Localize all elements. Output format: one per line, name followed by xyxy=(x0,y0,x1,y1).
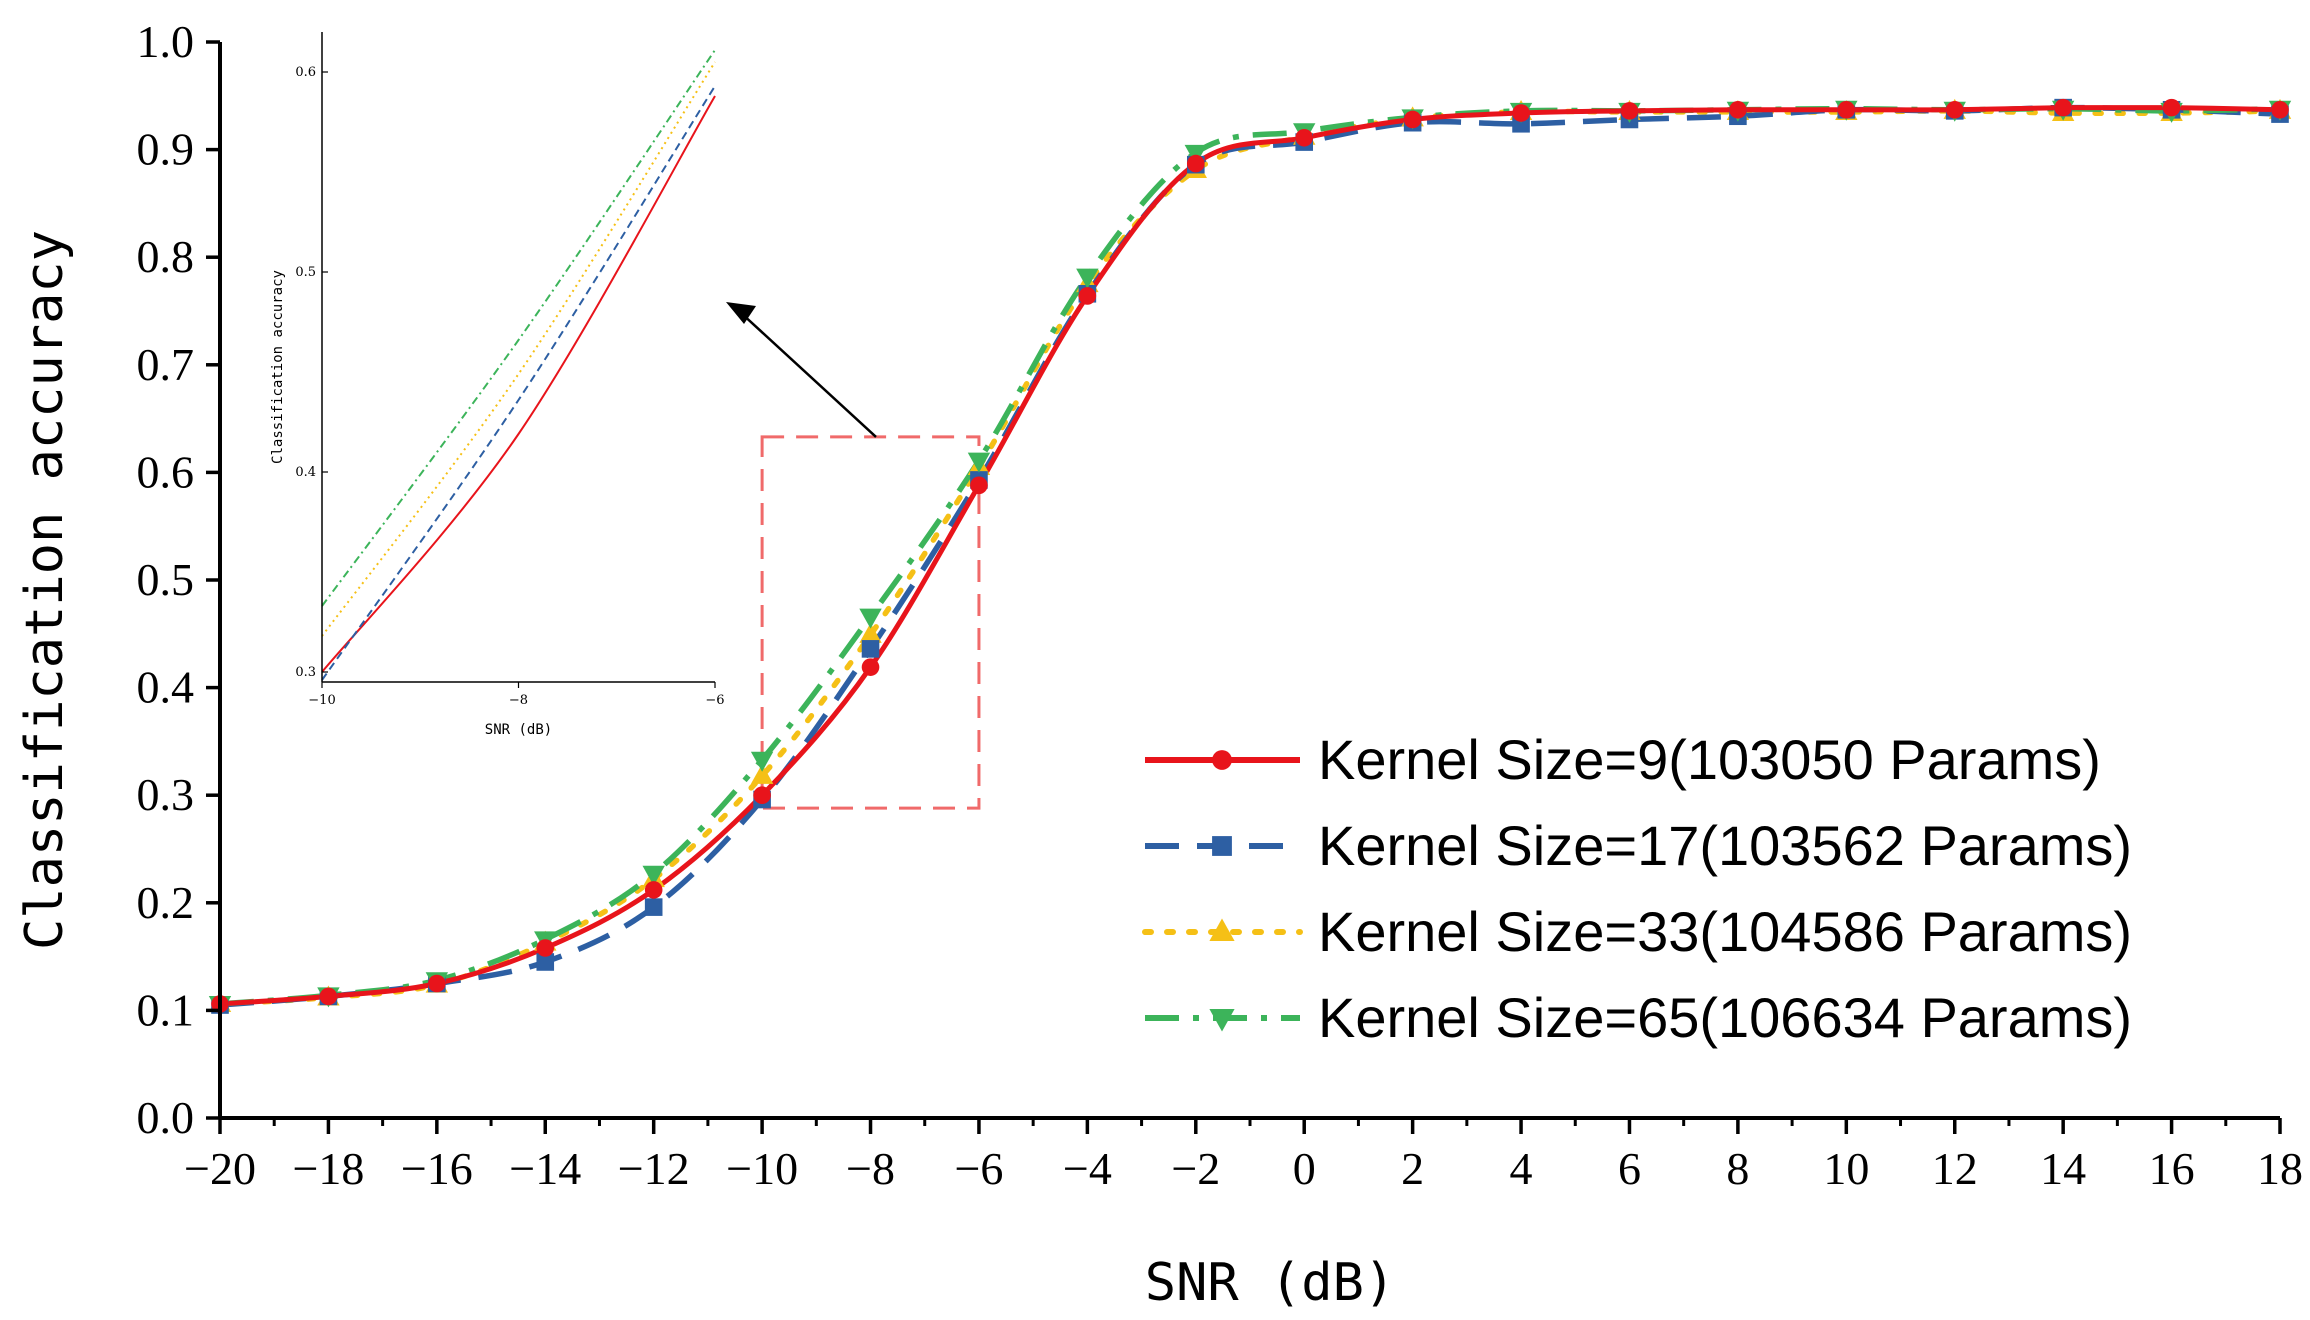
zoom-annotation xyxy=(726,302,981,810)
inset-y-tick-label: 0.5 xyxy=(295,265,316,280)
x-tick-label: 2 xyxy=(1401,1143,1424,1194)
data-point-s4 xyxy=(1076,268,1099,289)
y-tick-label: 0.8 xyxy=(137,231,195,282)
data-point-s1 xyxy=(1403,110,1422,129)
inset-y-axis-title: Classification accuracy xyxy=(270,270,286,464)
x-tick-label: −8 xyxy=(846,1143,895,1194)
data-point-s1 xyxy=(536,939,555,957)
data-point-s1 xyxy=(753,786,771,804)
x-tick-label: 10 xyxy=(1823,1143,1869,1194)
data-point-s1 xyxy=(1186,154,1205,173)
x-tick-label: −12 xyxy=(618,1143,690,1194)
data-point-s2 xyxy=(644,898,663,916)
x-tick-label: 16 xyxy=(2149,1143,2195,1194)
inset-series-line-4 xyxy=(321,49,716,607)
data-point-s1 xyxy=(2271,100,2289,119)
x-tick-label: −10 xyxy=(726,1143,798,1194)
x-tick-label: −4 xyxy=(1063,1143,1112,1194)
y-axis-title: Classification accuracy xyxy=(15,230,75,950)
data-point-s1 xyxy=(319,987,338,1006)
y-tick-label: 0.2 xyxy=(137,877,195,928)
y-tick-label: 0.1 xyxy=(137,984,195,1035)
data-point-s4 xyxy=(642,865,665,886)
data-point-s1 xyxy=(1837,100,1856,119)
x-tick-label: 18 xyxy=(2257,1143,2303,1194)
data-point-s2 xyxy=(536,953,555,971)
inset-y-tick-label: 0.6 xyxy=(295,65,316,80)
legend-label-3: Kernel Size=33(104586 Params) xyxy=(1318,900,2132,963)
y-tick-label: 0.7 xyxy=(137,339,195,390)
legend-marker-4 xyxy=(1209,1009,1235,1032)
data-point-s1 xyxy=(1295,128,1314,147)
data-point-s1 xyxy=(970,476,988,495)
x-tick-label: −14 xyxy=(509,1143,581,1194)
data-point-s3 xyxy=(750,763,774,784)
inset-x-axis-title: SNR (dB) xyxy=(485,722,552,738)
legend-label-2: Kernel Size=17(103562 Params) xyxy=(1318,814,2132,877)
data-point-s2 xyxy=(861,640,880,658)
x-tick-label: 14 xyxy=(2040,1143,2086,1194)
x-tick-label: −20 xyxy=(184,1143,256,1194)
y-tick-label: 0.6 xyxy=(137,446,195,497)
main-plot-series xyxy=(208,98,2292,1016)
y-tick-label: 0.3 xyxy=(137,769,195,820)
data-point-s4 xyxy=(859,608,882,629)
inset-chart: 0.3 0.4 0.5 0.6 −10 −8 −6 SNR (dB) Classificatio… xyxy=(270,32,725,738)
data-point-s4 xyxy=(750,751,774,772)
data-point-s1 xyxy=(644,881,663,899)
data-point-s4 xyxy=(967,452,991,473)
x-tick-label: −16 xyxy=(401,1143,473,1194)
legend-marker-3 xyxy=(1209,918,1235,941)
zoom-region-box xyxy=(760,435,981,810)
inset-y-tick-label: 0.4 xyxy=(295,465,316,480)
x-tick-label: 0 xyxy=(1293,1143,1316,1194)
x-tick-label: −18 xyxy=(292,1143,364,1194)
inset-x-tick-label: −10 xyxy=(308,693,335,708)
inset-series-line-1 xyxy=(321,95,716,673)
main-axes: 0.00.10.20.30.40.50.60.70.80.91.0−20 −18−… xyxy=(15,16,2303,1313)
x-tick-label: 4 xyxy=(1510,1143,1533,1194)
data-point-s3 xyxy=(859,622,882,643)
inset-y-tick-label: 0.3 xyxy=(295,665,316,680)
x-tick-label: 6 xyxy=(1618,1143,1641,1194)
data-point-s1 xyxy=(2054,98,2072,117)
data-point-s1 xyxy=(1620,102,1639,120)
y-tick-label: 0.4 xyxy=(137,662,195,713)
data-point-s1 xyxy=(428,974,446,993)
legend-marker-2 xyxy=(1212,836,1232,856)
zoom-arrow-head xyxy=(726,302,756,324)
legend-marker-1 xyxy=(1212,750,1232,770)
x-tick-label: 12 xyxy=(1932,1143,1978,1194)
inset-x-tick-label: −8 xyxy=(509,693,528,708)
legend-label-4: Kernel Size=65(106634 Params) xyxy=(1318,986,2132,1049)
y-tick-label: 0.0 xyxy=(137,1092,195,1143)
x-tick-label: −6 xyxy=(954,1143,1003,1194)
legend: Kernel Size=9(103050 Params) Kernel Size=… xyxy=(1142,728,2132,1049)
y-tick-label: 0.5 xyxy=(137,554,195,605)
data-point-s1 xyxy=(861,658,880,676)
inset-x-tick-label: −6 xyxy=(705,693,724,708)
data-point-s1 xyxy=(2162,98,2181,117)
y-tick-label: 0.9 xyxy=(137,124,195,175)
inset-series-line-3 xyxy=(321,61,716,637)
data-point-s1 xyxy=(1729,100,1747,119)
legend-label-1: Kernel Size=9(103050 Params) xyxy=(1318,728,2101,791)
data-point-s1 xyxy=(1945,100,1964,119)
x-tick-label: −2 xyxy=(1171,1143,1220,1194)
data-point-s1 xyxy=(1512,104,1530,122)
data-point-s1 xyxy=(1078,287,1097,305)
x-tick-label: 8 xyxy=(1726,1143,1749,1194)
y-tick-label: 1.0 xyxy=(137,16,195,67)
zoom-arrow-line xyxy=(739,311,877,438)
inset-series-line-2 xyxy=(321,85,716,681)
x-axis-title: SNR (dB) xyxy=(1145,1253,1395,1313)
